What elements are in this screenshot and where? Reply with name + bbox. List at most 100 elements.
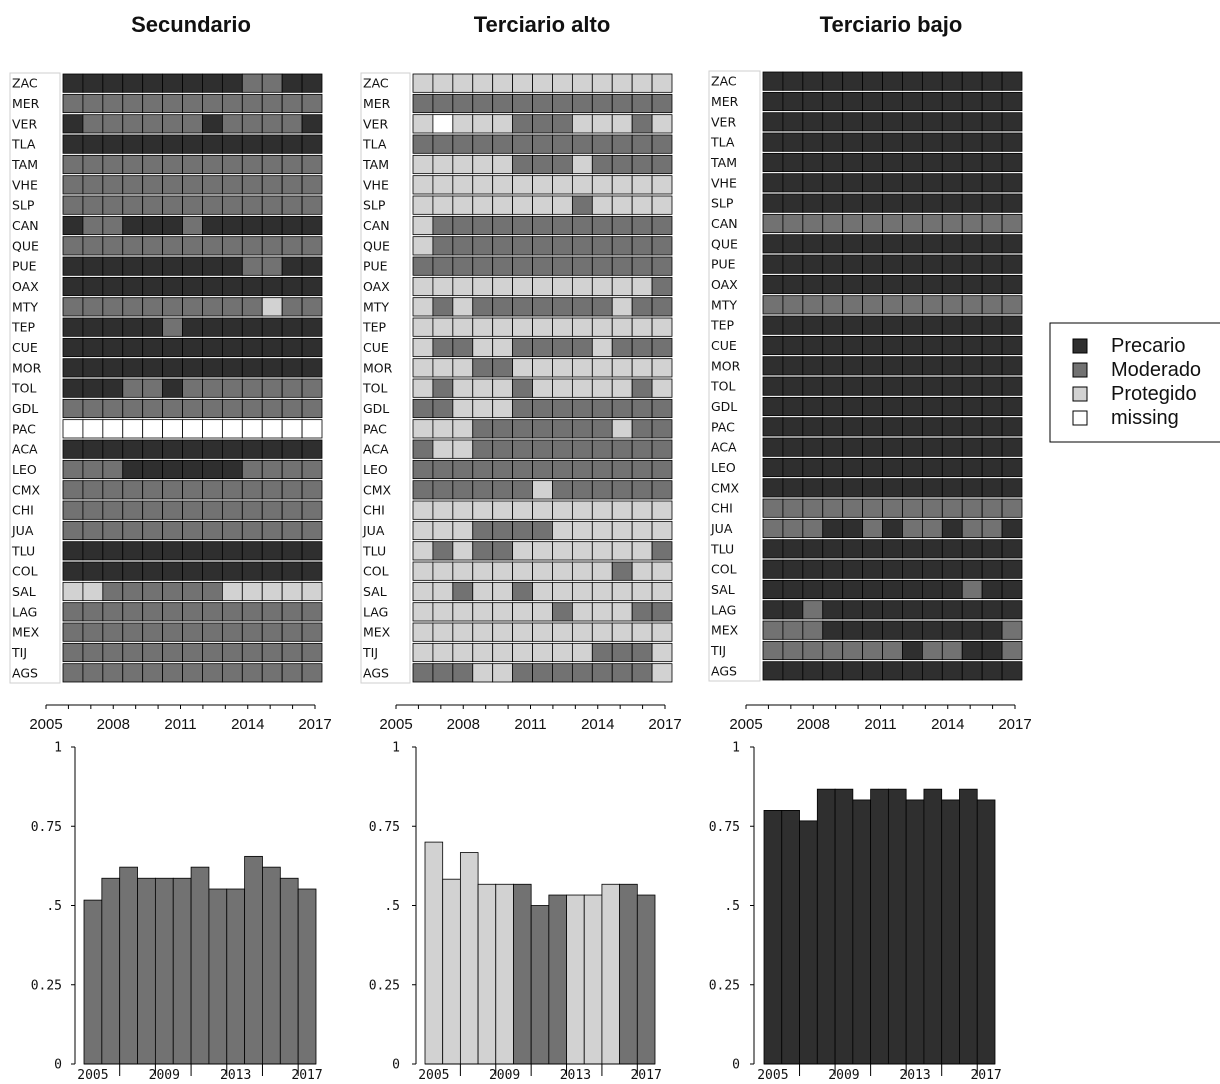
cell-terciario-bajo-mer-2008 — [822, 91, 844, 112]
cell-terciario-alto-tep-2016 — [631, 317, 653, 337]
cell-terciario-bajo-chi-2013 — [921, 498, 943, 518]
row-label-terciario-alto-tlu: TLU — [362, 543, 386, 558]
cell-terciario-alto-tol-2011 — [532, 378, 553, 398]
cell-terciario-alto-col-2007 — [452, 561, 474, 581]
cell-secundario-tam-2006 — [82, 154, 104, 175]
cell-secundario-can-2011 — [182, 215, 203, 236]
cell-terciario-alto-slp-2008 — [472, 195, 494, 215]
cell-secundario-ver-2006 — [82, 114, 104, 134]
cell-terciario-bajo-tla-2010 — [862, 132, 883, 152]
cell-secundario-zac-2014 — [241, 73, 263, 93]
bar-secundario-2014 — [244, 855, 263, 1065]
cell-terciario-bajo-ver-2006 — [782, 112, 804, 132]
cell-terciario-bajo-tij-2006 — [782, 640, 804, 661]
cell-terciario-alto-chi-2017 — [651, 500, 673, 520]
cell-terciario-alto-vhe-2015 — [611, 175, 633, 195]
cell-terciario-bajo-mer-2017 — [1001, 91, 1023, 112]
cell-secundario-gdl-2017 — [301, 398, 323, 419]
cell-terciario-alto-mer-2016 — [631, 93, 653, 114]
cell-terciario-bajo-vhe-2010 — [862, 173, 883, 193]
cell-secundario-tla-2005 — [62, 134, 84, 154]
cell-terciario-bajo-slp-2006 — [782, 193, 804, 213]
cell-terciario-alto-sal-2005 — [412, 581, 434, 602]
row-label-terciario-alto-aca: ACA — [363, 442, 389, 457]
cell-terciario-alto-zac-2011 — [532, 73, 553, 93]
cell-terciario-alto-vhe-2017 — [651, 175, 673, 195]
cell-terciario-bajo-mex-2006 — [782, 620, 804, 640]
cell-terciario-alto-leo-2011 — [532, 459, 553, 480]
cell-terciario-alto-oax-2011 — [532, 276, 553, 297]
cell-terciario-bajo-slp-2007 — [802, 193, 824, 213]
cell-secundario-mty-2008 — [122, 297, 144, 317]
cell-terciario-alto-ver-2007 — [452, 114, 474, 134]
cell-terciario-bajo-cmx-2015 — [961, 478, 983, 498]
bar-terciario-alto-2014 — [583, 894, 603, 1065]
cell-terciario-alto-tij-2011 — [532, 642, 553, 663]
bar-secundario-2010 — [172, 877, 192, 1065]
cell-terciario-alto-sal-2011 — [532, 581, 553, 602]
cell-terciario-bajo-tep-2012 — [902, 315, 923, 335]
cell-secundario-mor-2010 — [162, 358, 183, 378]
cell-terciario-bajo-tij-2009 — [842, 640, 864, 661]
cell-terciario-alto-mty-2009 — [492, 297, 514, 317]
cell-terciario-alto-lag-2012 — [552, 602, 573, 622]
cell-terciario-bajo-leo-2010 — [862, 457, 883, 478]
cell-terciario-bajo-pue-2005 — [762, 254, 784, 274]
cell-terciario-bajo-sal-2014 — [941, 579, 963, 600]
cell-terciario-alto-tep-2013 — [571, 317, 593, 337]
cell-secundario-tol-2008 — [122, 378, 144, 398]
cell-secundario-pac-2005 — [62, 419, 84, 439]
cell-terciario-alto-oax-2008 — [472, 276, 494, 297]
bar-terciario-alto-2015 — [601, 883, 621, 1065]
cell-secundario-sal-2013 — [221, 581, 243, 602]
cell-terciario-alto-mor-2015 — [611, 358, 633, 378]
cell-secundario-oax-2010 — [162, 276, 183, 297]
cell-terciario-bajo-pue-2016 — [981, 254, 1003, 274]
cell-secundario-pac-2013 — [221, 419, 243, 439]
cell-terciario-bajo-tlu-2007 — [802, 539, 824, 559]
cell-secundario-lag-2014 — [241, 602, 263, 622]
cell-terciario-bajo-jua-2007 — [802, 518, 824, 539]
cell-terciario-bajo-oax-2016 — [981, 274, 1003, 295]
cell-terciario-alto-cue-2014 — [591, 337, 613, 358]
row-label-terciario-bajo-sal: SAL — [711, 582, 735, 597]
cell-terciario-alto-cmx-2010 — [512, 480, 533, 500]
cell-terciario-alto-tam-2014 — [591, 154, 613, 175]
bar-secundario-2008 — [137, 877, 156, 1065]
cell-terciario-bajo-tlu-2015 — [961, 539, 983, 559]
cell-terciario-bajo-ags-2013 — [921, 661, 943, 681]
bar-secundario-2005 — [83, 899, 103, 1065]
cell-terciario-bajo-que-2014 — [941, 234, 963, 254]
cell-secundario-cue-2010 — [162, 337, 183, 358]
cell-terciario-alto-oax-2015 — [611, 276, 633, 297]
cell-terciario-alto-pue-2005 — [412, 256, 434, 276]
cell-terciario-bajo-pac-2009 — [842, 417, 864, 437]
x-tick-label-secundario-2008: 2008 — [97, 716, 130, 733]
cell-secundario-vhe-2014 — [241, 175, 263, 195]
cell-terciario-alto-tep-2009 — [492, 317, 514, 337]
cell-terciario-alto-tla-2013 — [571, 134, 593, 154]
cell-secundario-lag-2009 — [142, 602, 164, 622]
cell-terciario-alto-ags-2012 — [552, 663, 573, 683]
cell-secundario-tla-2007 — [102, 134, 124, 154]
cell-secundario-jua-2005 — [62, 520, 84, 541]
cell-terciario-alto-gdl-2010 — [512, 398, 533, 419]
row-label-secundario-tlu: TLU — [11, 543, 35, 558]
cell-terciario-bajo-lag-2009 — [842, 600, 864, 620]
cell-terciario-alto-vhe-2011 — [532, 175, 553, 195]
cell-terciario-alto-lag-2010 — [512, 602, 533, 622]
cell-terciario-bajo-slp-2011 — [882, 193, 903, 213]
cell-terciario-alto-cue-2013 — [571, 337, 593, 358]
cell-secundario-tep-2012 — [202, 317, 223, 337]
cell-secundario-jua-2006 — [82, 520, 104, 541]
x-tick-label-terciario-alto-bar-2009: 2009 — [489, 1068, 520, 1083]
cell-terciario-bajo-pue-2006 — [782, 254, 804, 274]
cell-terciario-alto-cmx-2012 — [552, 480, 573, 500]
cell-terciario-bajo-mty-2012 — [902, 295, 923, 315]
cell-terciario-alto-mor-2013 — [571, 358, 593, 378]
cell-terciario-alto-zac-2007 — [452, 73, 474, 93]
cell-terciario-alto-tlu-2006 — [432, 541, 454, 561]
cell-secundario-col-2009 — [142, 561, 164, 581]
cell-terciario-bajo-ags-2015 — [961, 661, 983, 681]
